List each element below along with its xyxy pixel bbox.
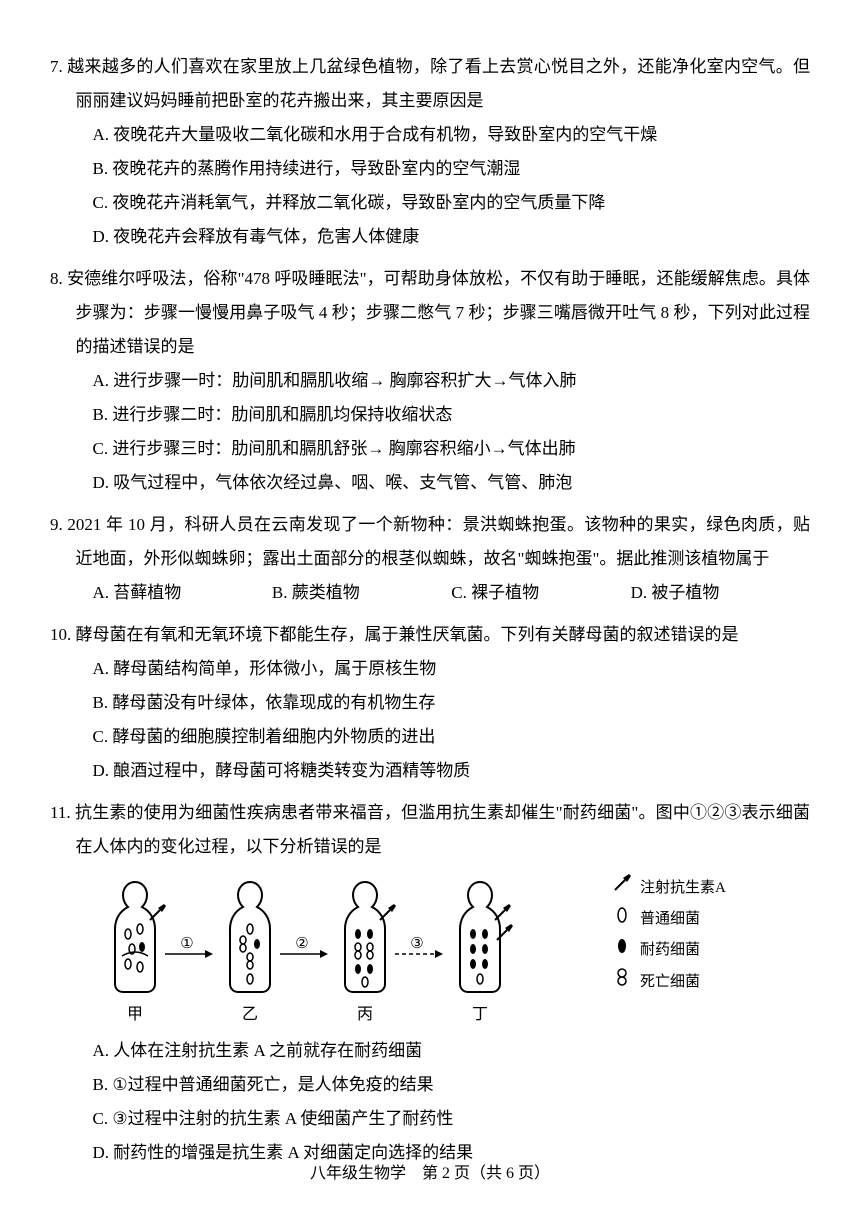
- bacteria-diagram-svg: 甲 ① 乙 ②: [100, 874, 580, 1024]
- q11-number: 11.: [50, 803, 71, 822]
- question-8: 8. 安德维尔呼吸法，俗称"478 呼吸睡眠法"，可帮助身体放松，不仅有助于睡眠…: [50, 262, 810, 500]
- q7-number: 7.: [50, 57, 63, 76]
- q10-stem: 10. 酵母菌在有氧和无氧环境下都能生存，属于兼性厌氧菌。下列有关酵母菌的叙述错…: [50, 618, 810, 652]
- q9-option-d: D. 被子植物: [631, 576, 810, 610]
- q8-options: A. 进行步骤一时：肋间肌和膈肌收缩→ 胸廓容积扩大→气体入肺 B. 进行步骤二…: [50, 364, 810, 500]
- q8-option-a: A. 进行步骤一时：肋间肌和膈肌收缩→ 胸廓容积扩大→气体入肺: [93, 364, 811, 398]
- q7-option-d: D. 夜晚花卉会释放有毒气体，危害人体健康: [93, 220, 811, 254]
- q10-stem-text: 酵母菌在有氧和无氧环境下都能生存，属于兼性厌氧菌。下列有关酵母菌的叙述错误的是: [76, 625, 739, 644]
- q7-option-a: A. 夜晚花卉大量吸收二氧化碳和水用于合成有机物，导致卧室内的空气干燥: [93, 118, 811, 152]
- q10-number: 10.: [50, 625, 71, 644]
- syringe-icon: [610, 874, 634, 902]
- legend-inject-label: 注射抗生素A: [640, 875, 726, 902]
- legend-normal-label: 普通细菌: [640, 906, 700, 933]
- q9-option-c: C. 裸子植物: [451, 576, 630, 610]
- q9-option-b: B. 蕨类植物: [272, 576, 451, 610]
- q11-figure: 甲 ① 乙 ②: [50, 864, 810, 1034]
- dead-bacteria-icon: [610, 968, 634, 996]
- legend-resistant-label: 耐药细菌: [640, 937, 700, 964]
- q7-option-c: C. 夜晚花卉消耗氧气，并释放二氧化碳，导致卧室内的空气质量下降: [93, 186, 811, 220]
- label-jia: 甲: [127, 1006, 143, 1023]
- label-ding: 丁: [472, 1006, 488, 1023]
- q10-option-a: A. 酵母菌结构简单，形体微小，属于原核生物: [93, 652, 811, 686]
- legend-dead: 死亡细菌: [610, 968, 726, 996]
- step-1: ①: [180, 936, 193, 952]
- q7-stem-text: 越来越多的人们喜欢在家里放上几盆绿色植物，除了看上去赏心悦目之外，还能净化室内空…: [67, 57, 810, 110]
- label-bing: 丙: [357, 1006, 373, 1023]
- q11-stem: 11. 抗生素的使用为细菌性疾病患者带来福音，但滥用抗生素却催生"耐药细菌"。图…: [50, 796, 810, 864]
- q11-option-b: B. ①过程中普通细菌死亡，是人体免疫的结果: [93, 1068, 811, 1102]
- question-10: 10. 酵母菌在有氧和无氧环境下都能生存，属于兼性厌氧菌。下列有关酵母菌的叙述错…: [50, 618, 810, 788]
- question-9: 9. 2021 年 10 月，科研人员在云南发现了一个新物种：景洪蜘蛛抱蛋。该物…: [50, 508, 810, 610]
- figure-legend: 注射抗生素A 普通细菌 耐药细菌 死亡细菌: [610, 874, 726, 1000]
- label-yi: 乙: [242, 1006, 258, 1023]
- legend-resistant: 耐药细菌: [610, 937, 726, 964]
- q8-number: 8.: [50, 269, 63, 288]
- page-footer: 八年级生物学 第 2 页（共 6 页）: [0, 1158, 860, 1190]
- question-11: 11. 抗生素的使用为细菌性疾病患者带来福音，但滥用抗生素却催生"耐药细菌"。图…: [50, 796, 810, 1170]
- q11-option-c: C. ③过程中注射的抗生素 A 使细菌产生了耐药性: [93, 1102, 811, 1136]
- q7-option-b: B. 夜晚花卉的蒸腾作用持续进行，导致卧室内的空气潮湿: [93, 152, 811, 186]
- q9-stem-text: 2021 年 10 月，科研人员在云南发现了一个新物种：景洪蜘蛛抱蛋。该物种的果…: [67, 515, 810, 568]
- q8-stem-text: 安德维尔呼吸法，俗称"478 呼吸睡眠法"，可帮助身体放松，不仅有助于睡眠，还能…: [67, 269, 810, 356]
- legend-normal: 普通细菌: [610, 906, 726, 933]
- q9-number: 9.: [50, 515, 63, 534]
- legend-inject: 注射抗生素A: [610, 874, 726, 902]
- q10-option-c: C. 酵母菌的细胞膜控制着细胞内外物质的进出: [93, 720, 811, 754]
- q7-stem: 7. 越来越多的人们喜欢在家里放上几盆绿色植物，除了看上去赏心悦目之外，还能净化…: [50, 50, 810, 118]
- q8-stem: 8. 安德维尔呼吸法，俗称"478 呼吸睡眠法"，可帮助身体放松，不仅有助于睡眠…: [50, 262, 810, 364]
- step-3: ③: [410, 936, 423, 952]
- q11-options: A. 人体在注射抗生素 A 之前就存在耐药细菌 B. ①过程中普通细菌死亡，是人…: [50, 1034, 810, 1170]
- q8-option-d: D. 吸气过程中，气体依次经过鼻、咽、喉、支气管、气管、肺泡: [93, 466, 811, 500]
- q9-option-a: A. 苔藓植物: [93, 576, 272, 610]
- question-7: 7. 越来越多的人们喜欢在家里放上几盆绿色植物，除了看上去赏心悦目之外，还能净化…: [50, 50, 810, 254]
- step-2: ②: [295, 936, 308, 952]
- resistant-bacteria-icon: [610, 937, 634, 964]
- legend-dead-label: 死亡细菌: [640, 969, 700, 996]
- normal-bacteria-icon: [610, 906, 634, 933]
- q10-option-d: D. 酿酒过程中，酵母菌可将糖类转变为酒精等物质: [93, 754, 811, 788]
- q9-stem: 9. 2021 年 10 月，科研人员在云南发现了一个新物种：景洪蜘蛛抱蛋。该物…: [50, 508, 810, 576]
- q8-option-b: B. 进行步骤二时：肋间肌和膈肌均保持收缩状态: [93, 398, 811, 432]
- q11-stem-text: 抗生素的使用为细菌性疾病患者带来福音，但滥用抗生素却催生"耐药细菌"。图中①②③…: [75, 803, 810, 856]
- q9-options: A. 苔藓植物 B. 蕨类植物 C. 裸子植物 D. 被子植物: [50, 576, 810, 610]
- q10-option-b: B. 酵母菌没有叶绿体，依靠现成的有机物生存: [93, 686, 811, 720]
- q10-options: A. 酵母菌结构简单，形体微小，属于原核生物 B. 酵母菌没有叶绿体，依靠现成的…: [50, 652, 810, 788]
- q11-option-a: A. 人体在注射抗生素 A 之前就存在耐药细菌: [93, 1034, 811, 1068]
- q8-option-c: C. 进行步骤三时：肋间肌和膈肌舒张→ 胸廓容积缩小→气体出肺: [93, 432, 811, 466]
- q7-options: A. 夜晚花卉大量吸收二氧化碳和水用于合成有机物，导致卧室内的空气干燥 B. 夜…: [50, 118, 810, 254]
